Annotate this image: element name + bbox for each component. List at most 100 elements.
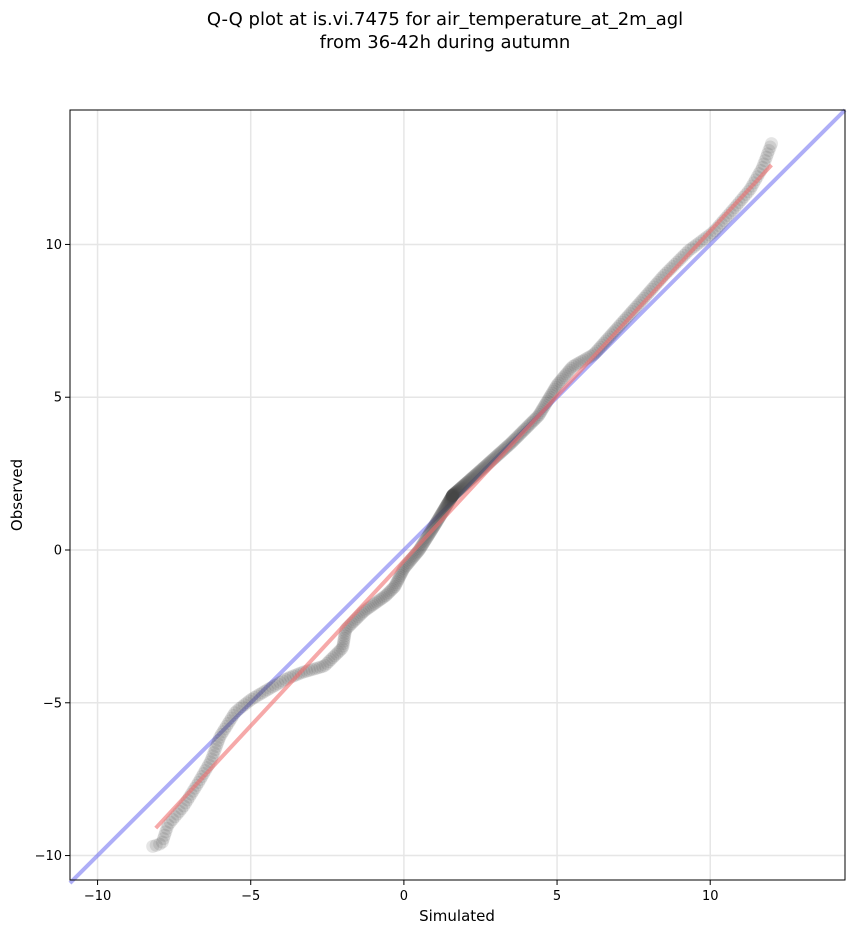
quantile-point [453, 481, 467, 495]
quantile-point [186, 784, 200, 798]
quantile-point [562, 363, 576, 377]
quantile-point [584, 349, 598, 363]
quantile-point [446, 488, 460, 502]
quantile-point [553, 374, 567, 388]
quantile-point [392, 570, 406, 584]
quantile-point [366, 598, 380, 612]
quantile-point [459, 477, 473, 491]
quantile-point [221, 717, 235, 731]
quantile-point [308, 662, 322, 676]
quantile-point [623, 307, 637, 321]
quantile-point [459, 476, 473, 490]
quantile-point [446, 489, 460, 503]
quantile-point [326, 651, 340, 665]
quantile-point [324, 653, 338, 667]
quantile-point [370, 595, 384, 609]
quantile-point [250, 689, 264, 703]
quantile-point [444, 491, 458, 505]
quantile-point [268, 678, 282, 692]
quantile-point [446, 488, 460, 502]
quantile-point [453, 482, 467, 496]
identity-line [68, 108, 847, 885]
quantile-point [456, 479, 470, 493]
quantile-point [445, 489, 459, 503]
chart-title-line-1: Q-Q plot at is.vi.7475 for air_temperatu… [207, 9, 683, 30]
quantile-point [725, 203, 739, 217]
quantile-point [721, 209, 735, 223]
quantile-point [621, 309, 635, 323]
fit-line [154, 163, 773, 830]
quantile-point [564, 361, 578, 375]
quantile-point [759, 150, 773, 164]
quantile-point [226, 708, 240, 722]
plot-frame [69, 109, 846, 881]
quantile-point [380, 587, 394, 601]
quantile-point [253, 687, 267, 701]
quantile-point [242, 694, 256, 708]
quantile-point [555, 373, 569, 387]
quantile-point [155, 835, 169, 849]
quantile-point [160, 821, 174, 835]
quantile-point [762, 143, 776, 157]
quantile-point [328, 649, 342, 663]
quantile-point [446, 488, 460, 502]
quantile-point [388, 580, 402, 594]
quantile-point [556, 371, 570, 385]
quantile-point [627, 302, 641, 316]
quantile-point [153, 837, 167, 851]
y-tick-label: 10 [45, 238, 62, 253]
quantile-point [336, 639, 350, 653]
y-tick-label: −10 [35, 849, 62, 864]
quantile-point [728, 201, 742, 215]
x-tick-label: −5 [241, 889, 260, 904]
quantile-point [235, 700, 249, 714]
quantile-point [703, 228, 717, 242]
quantile-point [464, 472, 478, 486]
quantile-point [682, 244, 696, 258]
quantile-point [161, 818, 175, 832]
quantile-point [210, 736, 224, 750]
quantile-point [440, 497, 454, 511]
quantile-point [247, 691, 261, 705]
quantile-point [368, 596, 382, 610]
quantile-point [338, 629, 352, 643]
quantile-point [394, 567, 408, 581]
quantile-point [445, 489, 459, 503]
y-axis-ticks: −10 −5 0 5 10 [35, 238, 70, 864]
y-tick-label: 5 [54, 391, 62, 406]
quantile-point [446, 488, 460, 502]
x-tick-label: 5 [553, 889, 561, 904]
quantile-point [383, 584, 397, 598]
quantile-point [457, 478, 471, 492]
quantile-point [276, 674, 290, 688]
quantile-point [266, 680, 280, 694]
quantile-point [322, 655, 336, 669]
quantile-point [386, 581, 400, 595]
quantile-point [417, 536, 431, 550]
quantile-point [391, 572, 405, 586]
quantile-point [379, 589, 393, 603]
quantile-point [561, 365, 575, 379]
quantile-point [310, 661, 324, 675]
quantile-point [446, 487, 460, 501]
quantile-point [393, 569, 407, 583]
quantile-point [149, 838, 163, 852]
quantile-point [233, 702, 247, 716]
quantile-point [146, 839, 160, 853]
quantile-point [445, 490, 459, 504]
quantile-point [209, 739, 223, 753]
quantile-point [385, 583, 399, 597]
quantile-point [430, 515, 444, 529]
quantile-point [463, 473, 477, 487]
quantile-point [750, 170, 764, 184]
quantile-point [163, 815, 177, 829]
quantile-point [245, 692, 259, 706]
quantile-point [458, 477, 472, 491]
quantile-point [230, 704, 244, 718]
quantile-point [372, 594, 386, 608]
quantile-point [337, 631, 351, 645]
quantile-point [452, 482, 466, 496]
quantile-point [158, 828, 172, 842]
quantile-point [237, 698, 251, 712]
